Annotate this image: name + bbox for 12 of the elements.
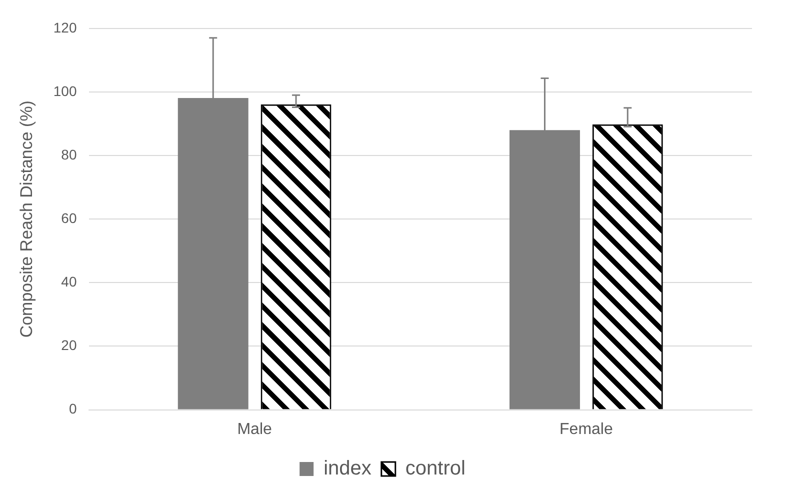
y-tick-label: 0 <box>68 400 77 417</box>
y-tick-label: 40 <box>61 274 77 290</box>
y-tick-label: 100 <box>53 82 77 99</box>
y-axis-title: Composite Reach Distance (%) <box>16 100 36 338</box>
legend-label: index <box>324 458 372 480</box>
y-tick-label: 120 <box>53 19 77 36</box>
y-tick-label: 80 <box>61 146 77 162</box>
y-tick-label: 60 <box>61 210 77 226</box>
x-tick-label: Male <box>237 420 272 438</box>
y-tick-label: 20 <box>61 337 77 354</box>
legend-label: control <box>405 458 466 480</box>
x-tick-label: Female <box>560 420 613 438</box>
